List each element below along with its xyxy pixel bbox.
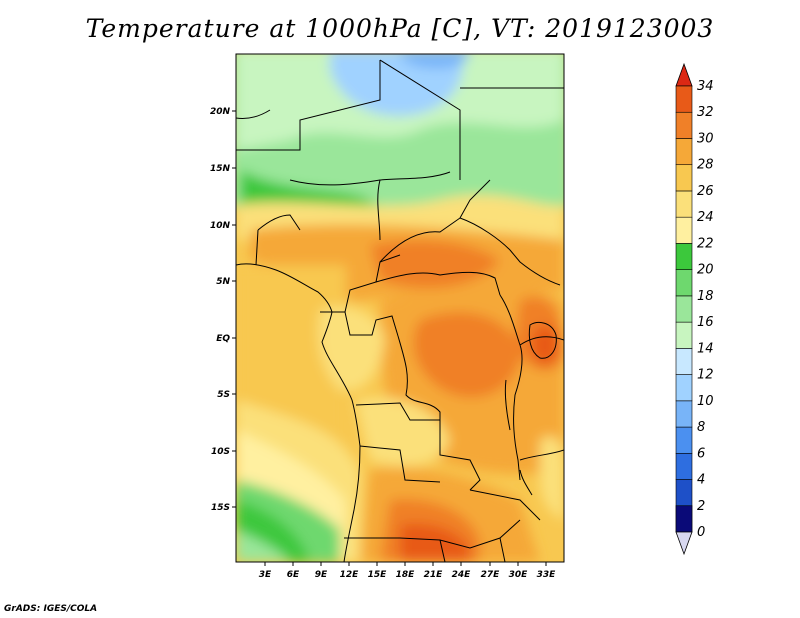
- colorbar-label: 4: [697, 473, 705, 488]
- colorbar-label: 22: [697, 236, 714, 251]
- colorbar-segment: [675, 452, 693, 480]
- lon-tick-label: 18E: [396, 570, 416, 580]
- country-borders: [236, 59, 564, 562]
- colorbar-segment: [675, 269, 693, 297]
- colorbar-label: 34: [697, 79, 714, 94]
- lon-tick-label: 30E: [509, 570, 529, 580]
- grads-credit: GrADS: IGES/COLA: [4, 604, 98, 614]
- colorbar-label: 10: [697, 394, 714, 409]
- colorbar-label: 24: [697, 210, 714, 225]
- colorbar-segment: [675, 295, 693, 323]
- lat-tick-label: 20N: [210, 107, 231, 117]
- lon-tick-label: 12E: [340, 570, 360, 580]
- lon-tick-label: 33E: [537, 570, 557, 580]
- colorbar-segment: [675, 111, 693, 139]
- colorbar-segment: [675, 479, 693, 507]
- colorbar-label: 26: [697, 184, 714, 199]
- colorbar-segment: [675, 321, 693, 349]
- colorbar-label: 14: [697, 341, 714, 356]
- colorbar-segment: [675, 400, 693, 428]
- lon-tick-label: 21E: [424, 570, 444, 580]
- colorbar-label: 28: [697, 158, 714, 173]
- colorbar-segment: [675, 216, 693, 244]
- colorbar-segment: [675, 348, 693, 375]
- colorbar-segment: [675, 85, 693, 113]
- lon-axis: 3E 6E 9E 12E 15E 18E 21E 24E 27E 30E 33E: [259, 562, 556, 580]
- lat-tick-label: 15S: [211, 503, 230, 513]
- colorbar-under-arrow: [675, 531, 693, 556]
- colorbar-segment: [675, 190, 693, 218]
- lat-tick-label: EQ: [216, 334, 230, 344]
- lat-axis: 20N 15N 10N 5N EQ 5S 10S 15S: [210, 107, 236, 513]
- colorbar-label: 16: [697, 315, 714, 330]
- lat-tick-label: 10N: [210, 221, 231, 231]
- colorbar-label: 0: [697, 525, 705, 540]
- lon-tick-label: 27E: [481, 570, 501, 580]
- lat-tick-label: 5N: [216, 277, 230, 287]
- colorbar-label: 6: [697, 446, 705, 461]
- colorbar-segment: [675, 505, 693, 533]
- colorbar-segment: [675, 243, 693, 270]
- colorbar-label: 2: [697, 499, 705, 514]
- lon-tick-label: 6E: [287, 570, 300, 580]
- colorbar-segment: [675, 164, 693, 192]
- colorbar-segment: [675, 374, 693, 402]
- colorbar-label: 18: [697, 289, 714, 304]
- colorbar-label: 12: [697, 368, 714, 383]
- colorbar-segment: [675, 138, 693, 166]
- lat-tick-label: 5S: [217, 390, 230, 400]
- colorbar-label: 30: [697, 131, 714, 146]
- lat-tick-label: 10S: [211, 447, 230, 457]
- colorbar-over-arrow: [675, 62, 693, 87]
- colorbar-label: 20: [697, 263, 714, 278]
- map-title: Temperature at 1000hPa [C], VT: 20191230…: [85, 14, 715, 43]
- colorbar-label: 32: [697, 105, 714, 120]
- colorbar-segment: [675, 426, 693, 454]
- lat-tick-label: 15N: [210, 164, 231, 174]
- temperature-field: [236, 54, 564, 562]
- colorbar-label: 8: [697, 420, 705, 435]
- lon-tick-label: 24E: [452, 570, 472, 580]
- lon-tick-label: 9E: [315, 570, 328, 580]
- lon-tick-label: 15E: [368, 570, 388, 580]
- map-frame: [235, 53, 565, 563]
- lon-tick-label: 3E: [259, 570, 272, 580]
